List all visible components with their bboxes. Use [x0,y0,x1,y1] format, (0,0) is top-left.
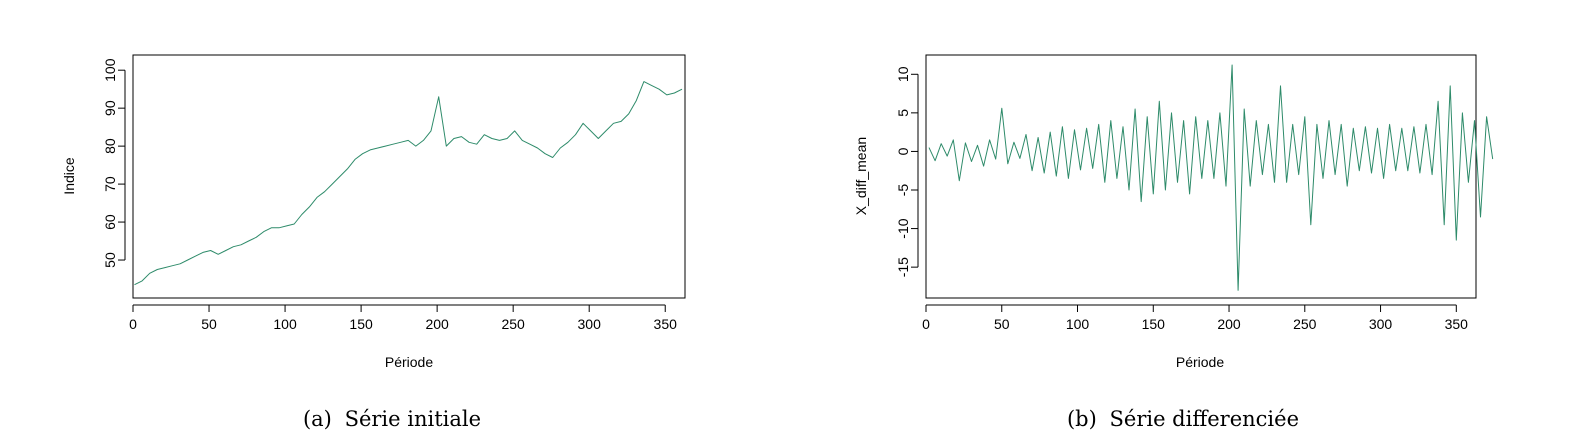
y-tick-label: 90 [102,100,118,116]
y-tick-label: 50 [102,252,118,268]
y-tick-label: 5 [895,109,911,117]
y-tick-label: -10 [895,218,911,238]
x-tick-label: 150 [1142,316,1166,332]
chart-initial-series: 0 50 100 150 200 250 300 350 50 60 70 80 90 100 Péri… [61,54,686,370]
y-tick-label: 100 [102,58,118,82]
plot-frame [925,54,1477,299]
x-tick-label: 300 [1369,316,1393,332]
caption-a-tag: (a) [303,407,332,431]
y-axis-label: X_diff_mean [853,137,869,215]
x-tick-label: 250 [501,316,525,332]
x-tick-label: 150 [349,316,373,332]
series-line [928,64,1494,291]
y-axis-ticks: -15 -10 -5 0 5 10 [895,66,919,277]
x-tick-label: 200 [1217,316,1241,332]
caption-b: (b) Série differenciée [1067,407,1299,431]
y-axis-label: Indice [61,157,77,195]
x-tick-label: 200 [425,316,449,332]
x-tick-label: 350 [654,316,678,332]
x-axis-label: Période [385,354,433,370]
y-tick-label: 70 [102,176,118,192]
x-tick-label: 350 [1445,316,1469,332]
x-tick-label: 50 [994,316,1010,332]
plot-frame [132,54,686,299]
y-tick-label: 80 [102,138,118,154]
x-tick-label: 100 [273,316,297,332]
x-tick-label: 100 [1066,316,1090,332]
x-axis-ticks: 0 50 100 150 200 250 300 350 [129,304,678,332]
y-tick-label: 0 [895,147,911,155]
caption-a: (a) Série initiale [303,407,481,431]
x-axis-ticks: 0 50 100 150 200 250 300 350 [922,304,1469,332]
x-tick-label: 0 [922,316,930,332]
x-axis-label: Période [1176,354,1224,370]
y-tick-label: 60 [102,214,118,230]
caption-b-text: Série differenciée [1110,407,1300,431]
chart-differenced-series: 0 50 100 150 200 250 300 350 -15 -10 -5 0 5 10 Pério… [853,54,1494,370]
caption-b-tag: (b) [1067,407,1097,431]
series-line [134,81,683,286]
x-tick-label: 300 [578,316,602,332]
y-axis-ticks: 50 60 70 80 90 100 [102,58,126,268]
y-tick-label: -15 [895,257,911,277]
y-tick-label: 10 [895,66,911,82]
x-tick-label: 250 [1293,316,1317,332]
y-tick-label: -5 [895,184,911,197]
caption-a-text: Série initiale [345,407,481,431]
x-tick-label: 0 [129,316,137,332]
x-tick-label: 50 [201,316,217,332]
